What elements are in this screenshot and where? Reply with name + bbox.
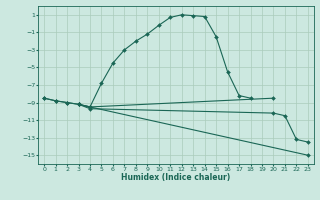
X-axis label: Humidex (Indice chaleur): Humidex (Indice chaleur)	[121, 173, 231, 182]
